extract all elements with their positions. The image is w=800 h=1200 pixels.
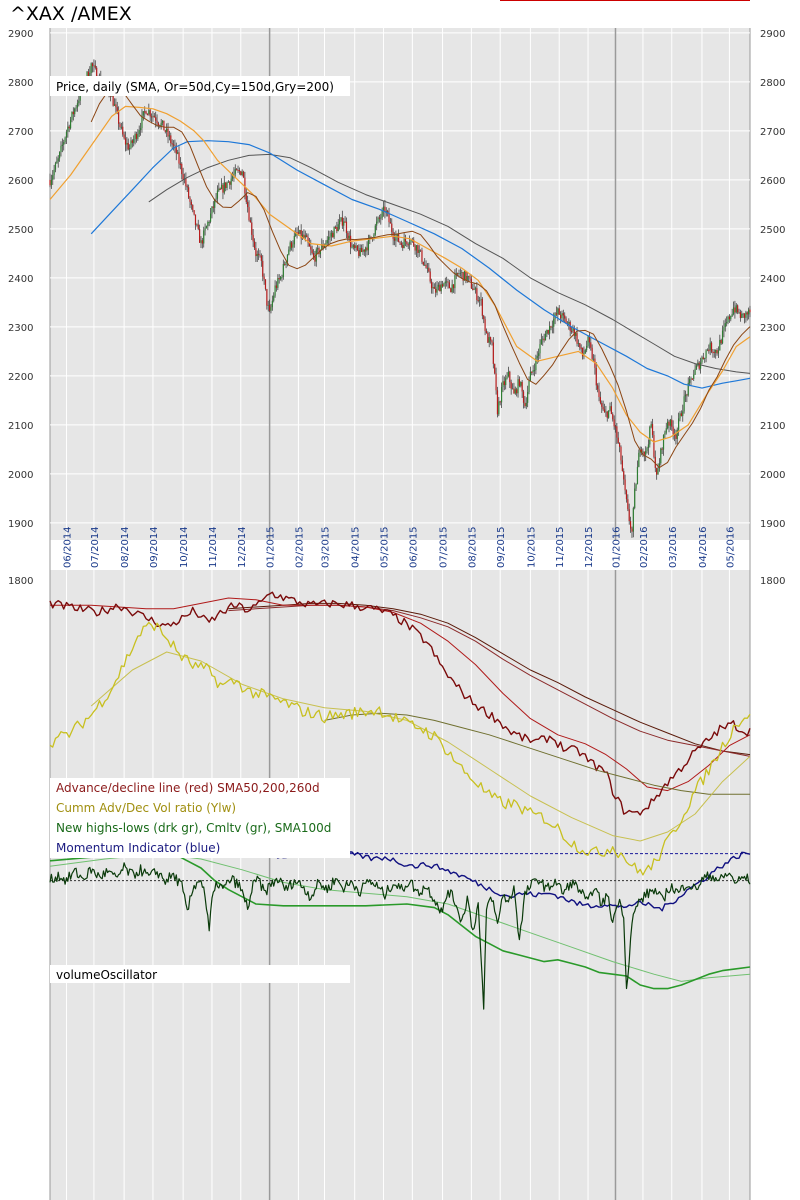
- x-tick-label: 03/2015: [321, 526, 332, 568]
- y-tick-label-left: 2900: [8, 29, 33, 40]
- x-tick-label: 05/2015: [380, 526, 391, 568]
- indicator-plot-area: [50, 570, 750, 1200]
- price-legend: Price, daily (SMA, Or=50d,Cy=150d,Gry=20…: [56, 80, 334, 94]
- sma-150-blue-line: [90, 140, 751, 389]
- x-tick-label: 10/2015: [526, 526, 537, 568]
- cumm-ratio-sma-line: [90, 651, 751, 842]
- x-tick-label: 01/2015: [266, 526, 277, 568]
- y-tick-label-right: 1900: [760, 519, 785, 530]
- y-tick-label-left: 2400: [8, 274, 33, 285]
- indicator-chart: [49, 591, 751, 1010]
- x-tick-label: 04/2016: [698, 526, 709, 568]
- y-tick-label-left: 1900: [8, 519, 33, 530]
- x-tick-label: 11/2015: [555, 526, 566, 568]
- indicator-y-tick-left: 1800: [8, 576, 33, 587]
- y-tick-label-right: 2600: [760, 176, 785, 187]
- y-tick-label-right: 2300: [760, 323, 785, 334]
- y-tick-label-left: 2300: [8, 323, 33, 334]
- indicator-y-tick-right: 1800: [760, 576, 785, 587]
- x-tick-label: 08/2014: [120, 526, 131, 568]
- x-tick-label: 12/2014: [237, 526, 248, 568]
- y-tick-label-left: 2600: [8, 176, 33, 187]
- y-tick-label-right: 2900: [760, 29, 785, 40]
- x-tick-label: 05/2016: [725, 526, 736, 568]
- y-tick-label-left: 2000: [8, 470, 33, 481]
- y-tick-label-right: 2100: [760, 421, 785, 432]
- advance-decline-line: [49, 591, 751, 816]
- legend-momentum: Momentum Indicator (blue): [56, 841, 220, 855]
- y-tick-label-left: 2100: [8, 421, 33, 432]
- x-tick-label: 10/2014: [179, 526, 190, 568]
- x-tick-label: 09/2015: [496, 526, 507, 568]
- y-tick-label-right: 2700: [760, 127, 785, 138]
- indicator-legend-box: [50, 778, 350, 858]
- y-tick-label-right: 2000: [760, 470, 785, 481]
- axis-labels: 1900 1900 2000 2000 2100 2100 2200 2200 2300 2300…: [8, 29, 785, 587]
- x-tick-label: 07/2014: [90, 526, 101, 568]
- x-tick-label: 03/2016: [668, 526, 679, 568]
- y-tick-label-right: 2500: [760, 225, 785, 236]
- y-tick-label-right: 2200: [760, 372, 785, 383]
- x-tick-label: 06/2014: [62, 526, 73, 568]
- x-tick-label: 11/2014: [208, 526, 219, 568]
- x-tick-label: 04/2015: [351, 526, 362, 568]
- new-highs-lows-daily-line: [49, 862, 751, 1010]
- legend-cumm-ratio: Cumm Adv/Dec Vol ratio (Ylw): [56, 801, 236, 815]
- volume-legend-box: [50, 965, 350, 983]
- legend-volume-oscillator: volumeOscillator: [56, 968, 157, 982]
- sma-50-orange-line: [49, 105, 751, 443]
- ad-sma50-line: [50, 597, 751, 792]
- date-axis-band: [50, 540, 750, 570]
- y-tick-label-left: 2700: [8, 127, 33, 138]
- x-tick-label: 09/2014: [149, 526, 160, 568]
- legend-new-highs-lows: New highs-lows (drk gr), Cmltv (gr), SMA…: [56, 821, 331, 835]
- y-tick-label-left: 2800: [8, 78, 33, 89]
- x-tick-label: 07/2015: [439, 526, 450, 568]
- y-tick-label-right: 2800: [760, 78, 785, 89]
- x-tick-label: 08/2015: [467, 526, 478, 568]
- x-tick-label: 12/2015: [584, 526, 595, 568]
- new-highs-lows-cumulative-line: [49, 850, 751, 990]
- chart-title: ^XAX /AMEX: [10, 3, 132, 25]
- y-tick-label-left: 2500: [8, 225, 33, 236]
- legend-advance-decline: Advance/decline line (red) SMA50,200,260…: [56, 781, 320, 795]
- y-tick-label-right: 2400: [760, 274, 785, 285]
- x-tick-label: 01/2016: [611, 526, 622, 568]
- y-tick-label-left: 2200: [8, 372, 33, 383]
- new-highs-lows-sma-line: [49, 853, 751, 982]
- cumm-adv-dec-ratio-line: [49, 621, 751, 876]
- x-tick-label: 02/2016: [639, 526, 650, 568]
- gridlines: [50, 28, 750, 1200]
- title-box: [0, 0, 500, 27]
- price-legend-box: [50, 76, 350, 96]
- x-tick-label: 02/2015: [294, 526, 305, 568]
- sma-200-gray-line: [148, 153, 751, 374]
- cumm-ratio-sma-long-line: [324, 712, 750, 795]
- sma-short-brown-line: [90, 87, 751, 469]
- x-tick-label: 06/2015: [408, 526, 419, 568]
- price-plot-area: [50, 28, 750, 540]
